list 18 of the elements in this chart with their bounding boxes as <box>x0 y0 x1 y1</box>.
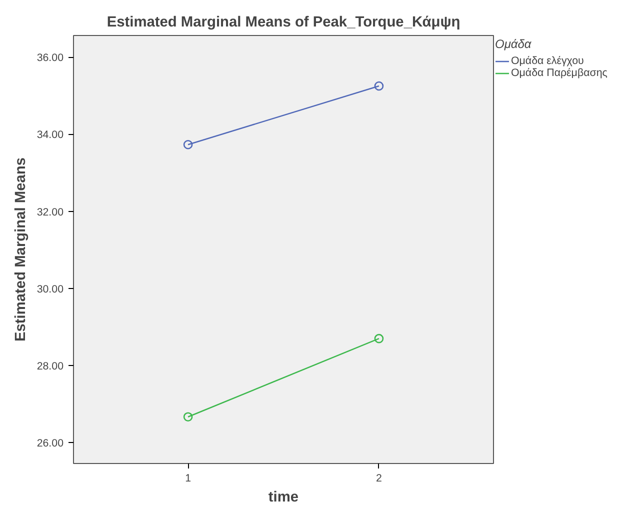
x-axis-title: time <box>268 490 299 506</box>
legend-label: Ομάδα Παρέμβασης <box>511 67 608 79</box>
y-tick-label: 30.00 <box>36 283 64 296</box>
legend-label: Ομάδα ελέγχου <box>511 55 584 67</box>
y-tick-label: 36.00 <box>36 52 64 64</box>
y-axis-title: Estimated Marginal Means <box>12 157 29 342</box>
y-tick-label: 34.00 <box>36 129 64 142</box>
legend-title: Ομάδα <box>495 37 532 51</box>
point <box>183 140 193 150</box>
chart-title: Estimated Marginal Means of Peak_Torque_Κάμψη <box>106 14 460 30</box>
point <box>183 412 193 422</box>
point <box>374 334 384 344</box>
y-tick-label: 32.00 <box>36 206 64 218</box>
x-tick-label: 1 <box>185 472 192 484</box>
y-tick-label: 28.00 <box>36 360 64 373</box>
point <box>374 81 384 91</box>
y-tick-label: 26.00 <box>36 438 64 450</box>
x-tick-label: 2 <box>376 472 382 484</box>
